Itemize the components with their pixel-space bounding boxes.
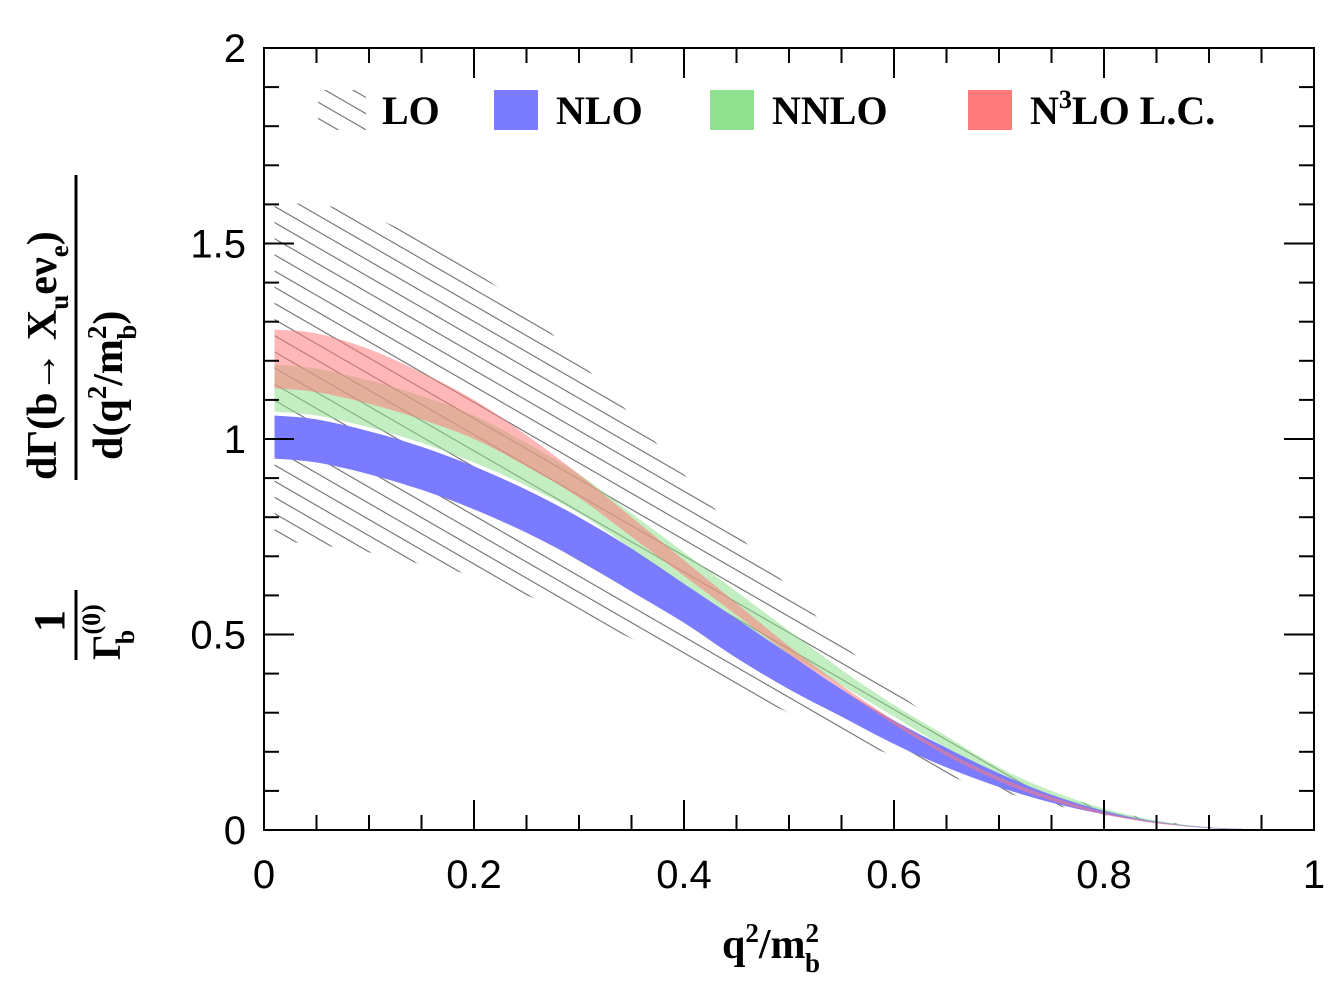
legend-label-n3lo: N3LO L.C.	[1030, 85, 1215, 133]
legend-swatch-nlo	[494, 90, 538, 130]
y-label-numerator: dΓ(b→ Xueνe)	[20, 231, 74, 480]
bands	[274, 203, 1283, 830]
y-tick-label: 1	[224, 418, 246, 462]
x-axis-label: q2/m2 b	[722, 918, 820, 978]
band-n-lo-l-c-	[274, 329, 1283, 830]
y-label-one: 1	[25, 610, 74, 632]
plot-frame	[263, 47, 1315, 831]
band-nlo	[274, 415, 1283, 830]
y-tick-label: 2	[224, 27, 246, 71]
legend-swatch-n3lo	[968, 90, 1012, 130]
legend: LO NLO NNLO N3LO L.C.	[318, 85, 1215, 133]
y-tick-label: 1.5	[190, 223, 246, 267]
legend-label-nnlo: NNLO	[772, 88, 888, 133]
y-tick-label: 0	[224, 809, 246, 853]
tick-labels: 0 0.2 0.4 0.6 0.8 1 0 0.5 1 1.5 2	[190, 27, 1325, 897]
x-tick-label: 0.6	[866, 853, 922, 897]
y-label-denominator: d(q2/m2b)	[82, 311, 142, 460]
x-tick-label: 0	[253, 853, 275, 897]
y-axis-label: 1 Γ(0)b dΓ(b→ Xueνe) d(q2/m2b)	[20, 175, 142, 660]
legend-label-lo: LO	[382, 88, 440, 133]
x-tick-label: 0.8	[1076, 853, 1132, 897]
x-tick-label: 0.4	[656, 853, 712, 897]
x-tick-label: 1	[1303, 853, 1325, 897]
band-lo	[274, 203, 1283, 830]
band-nnlo	[274, 364, 1283, 830]
x-tick-label: 0.2	[446, 853, 502, 897]
y-label-gamma: Γ(0)b	[77, 604, 140, 660]
legend-swatch-nnlo	[710, 90, 754, 130]
legend-label-nlo: NLO	[556, 88, 643, 133]
legend-swatch-lo	[318, 90, 366, 130]
y-tick-label: 0.5	[190, 614, 246, 658]
